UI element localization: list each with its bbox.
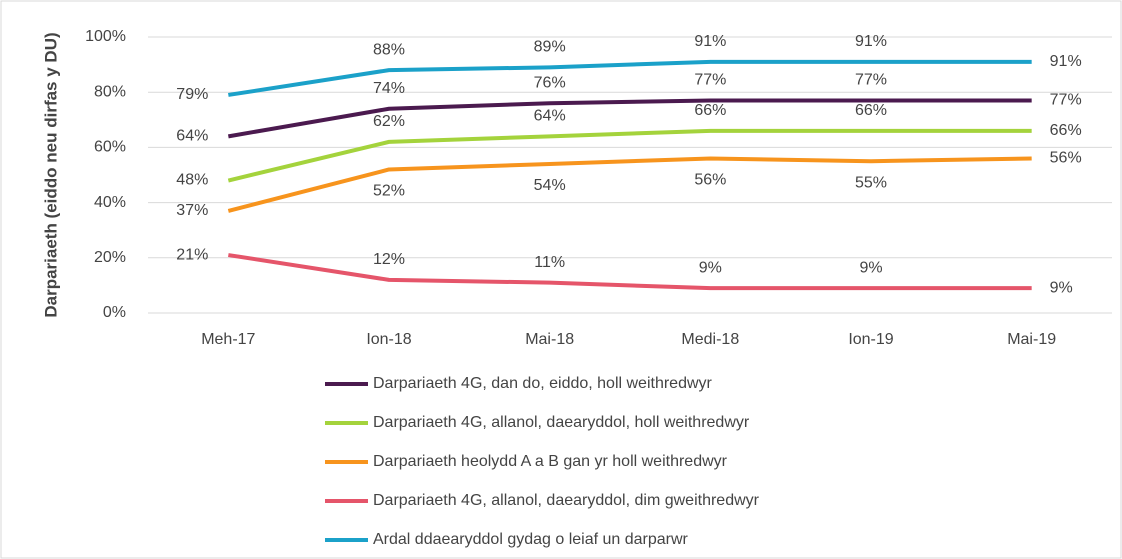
y-axis-title: Darpariaeth (eiddo neu dirfas y DU): [41, 32, 60, 317]
data-label: 55%: [855, 174, 887, 191]
data-label: 56%: [1050, 150, 1082, 167]
legend-label: Darpariaeth 4G, allanol, daearyddol, hol…: [373, 414, 750, 431]
data-label: 9%: [699, 259, 722, 276]
series-line: [227, 156, 1032, 213]
x-tick-label: Medi-18: [681, 331, 739, 348]
data-label: 12%: [373, 251, 405, 268]
data-label: 88%: [373, 41, 405, 58]
x-tick-label: Meh-17: [201, 331, 255, 348]
data-label: 62%: [373, 113, 405, 130]
data-label: 54%: [534, 177, 566, 194]
legend-label: Darpariaeth 4G, dan do, eiddo, holl weit…: [373, 375, 713, 392]
data-label: 37%: [176, 202, 208, 219]
y-tick-label: 80%: [94, 83, 126, 100]
data-label: 91%: [1050, 53, 1082, 70]
data-label: 56%: [694, 172, 726, 189]
data-label: 66%: [1050, 122, 1082, 139]
legend-label: Darpariaeth 4G, allanol, daearyddol, dim…: [373, 492, 760, 509]
data-label: 11%: [534, 254, 565, 271]
data-label: 64%: [534, 108, 566, 125]
data-label: 91%: [694, 33, 726, 50]
x-tick-label: Mai-19: [1007, 331, 1056, 348]
data-label: 52%: [373, 183, 405, 200]
data-label: 66%: [855, 102, 887, 119]
y-tick-label: 60%: [94, 139, 126, 156]
series-line: [227, 128, 1032, 183]
data-label: 91%: [855, 33, 887, 50]
x-tick-label: Ion-19: [848, 331, 893, 348]
legend-label: Darpariaeth heolydd A a B gan yr holl we…: [373, 453, 728, 470]
data-label: 66%: [694, 102, 726, 119]
series-line: [228, 59, 1032, 97]
y-tick-label: 0%: [103, 304, 126, 321]
x-tick-label: Ion-18: [366, 331, 411, 348]
data-label: 79%: [176, 86, 208, 103]
y-tick-label: 100%: [85, 28, 126, 45]
data-label: 64%: [176, 128, 208, 145]
data-label: 77%: [1050, 92, 1082, 109]
data-label: 89%: [534, 39, 566, 56]
data-label: 74%: [373, 80, 405, 97]
x-tick-label: Mai-18: [525, 331, 574, 348]
data-label: 76%: [534, 74, 566, 91]
series-line: [227, 98, 1032, 139]
data-label: 9%: [859, 259, 882, 276]
data-label: 9%: [1050, 279, 1073, 296]
series-line: [228, 253, 1032, 291]
data-label: 77%: [855, 72, 887, 89]
data-label: 21%: [176, 246, 208, 263]
y-tick-label: 20%: [94, 249, 126, 266]
data-label: 77%: [694, 72, 726, 89]
legend-label: Ardal ddaearyddol gydag o leiaf un darpa…: [373, 531, 689, 548]
data-label: 48%: [176, 172, 208, 189]
y-tick-label: 40%: [94, 194, 126, 211]
